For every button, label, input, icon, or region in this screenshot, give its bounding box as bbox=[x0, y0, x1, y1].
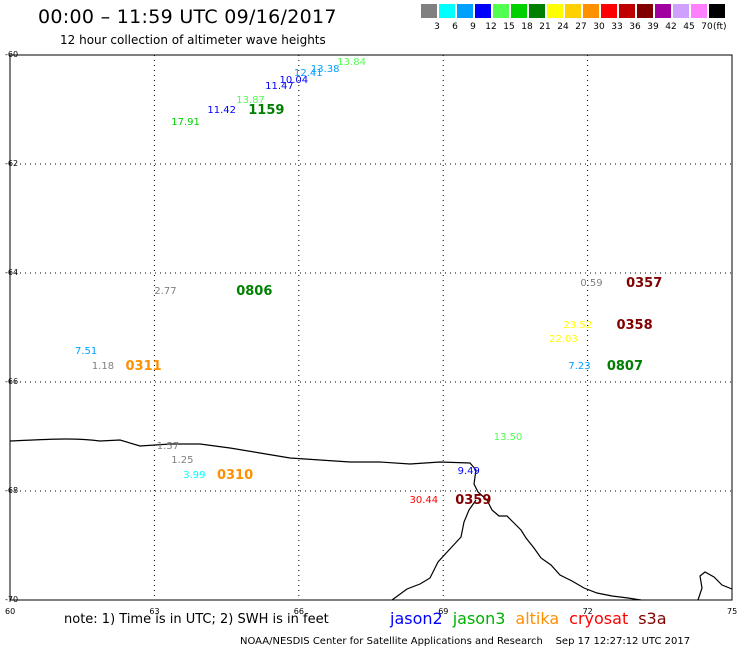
scale-swatch bbox=[601, 4, 617, 18]
pass-time-label: 0359 bbox=[455, 492, 492, 508]
lon-label: 69 bbox=[438, 607, 449, 616]
satellite-legend: jason2 jason3 altika cryosat s3a bbox=[390, 609, 677, 628]
scale-swatch bbox=[439, 4, 455, 18]
scale-unit: (ft) bbox=[713, 22, 727, 32]
wave-height-label: 11.42 bbox=[207, 105, 236, 117]
legend-cryosat: cryosat bbox=[569, 609, 629, 628]
scale-swatch bbox=[511, 4, 527, 18]
wave-height-label: 7.23 bbox=[568, 360, 591, 372]
scale-label: 45 bbox=[683, 22, 695, 32]
lon-label: 75 bbox=[727, 607, 738, 616]
note-text: note: 1) Time is in UTC; 2) SWH is in fe… bbox=[64, 612, 329, 627]
lon-label: 63 bbox=[149, 607, 160, 616]
wave-height-label: 7.51 bbox=[74, 346, 98, 358]
gridlines bbox=[10, 55, 732, 600]
scale-swatch bbox=[421, 4, 437, 18]
pass-time-label: 0357 bbox=[626, 275, 663, 291]
scale-swatch bbox=[565, 4, 581, 18]
pass-time-label: 0806 bbox=[236, 284, 273, 300]
scale-swatch bbox=[529, 4, 545, 18]
wave-height-label: 0.59 bbox=[580, 277, 603, 289]
chart-subtitle: 12 hour collection of altimeter wave hei… bbox=[60, 33, 326, 47]
map-frame bbox=[9, 54, 733, 601]
scale-swatch bbox=[457, 4, 473, 18]
wave-height-label: 3.99 bbox=[183, 469, 206, 481]
pass-time-label: 0807 bbox=[606, 358, 644, 374]
scale-label: 6 bbox=[452, 22, 458, 32]
wave-height-label: 13.38 bbox=[310, 63, 340, 75]
wave-height-label: 11.47 bbox=[265, 80, 294, 92]
lat-label: -70 bbox=[5, 595, 19, 604]
wave-height-label: 30.44 bbox=[409, 494, 439, 506]
footer-timestamp: Sep 17 12:27:12 UTC 2017 bbox=[555, 636, 691, 647]
lat-label: -64 bbox=[5, 268, 19, 277]
legend-altika: altika bbox=[515, 609, 560, 628]
wave-height-label: 1.57 bbox=[156, 441, 180, 453]
pass-time-label: 1159 bbox=[248, 103, 285, 119]
scale-label: 12 bbox=[485, 22, 497, 32]
lon-label: 66 bbox=[293, 607, 304, 616]
wave-height-label: 1.25 bbox=[171, 455, 194, 467]
scale-label: 27 bbox=[575, 22, 587, 32]
scale-swatch bbox=[691, 4, 707, 18]
wave-height-label: 12.41 bbox=[293, 68, 323, 80]
scale-swatch bbox=[655, 4, 671, 18]
wave-height-label: 13.84 bbox=[337, 57, 366, 69]
scale-swatch bbox=[619, 4, 635, 18]
scale-label: 33 bbox=[611, 22, 623, 32]
scale-label: 9 bbox=[470, 22, 476, 32]
wave-height-label: 2.77 bbox=[154, 286, 177, 298]
chart-title: 00:00 – 11:59 UTC 09/16/2017 bbox=[38, 6, 337, 28]
footer: NOAA/NESDIS Center for Satellite Applica… bbox=[240, 636, 690, 647]
peninsula-coast bbox=[697, 571, 733, 601]
scale-label: 39 bbox=[647, 22, 659, 32]
wave-height-label: 10.04 bbox=[279, 75, 309, 87]
scale-label: 15 bbox=[503, 22, 515, 32]
footer-credit: NOAA/NESDIS Center for Satellite Applica… bbox=[240, 636, 543, 647]
scale-swatch bbox=[493, 4, 509, 18]
wave-height-label: 13.87 bbox=[236, 95, 265, 107]
scale-label: 3 bbox=[434, 22, 440, 32]
scale-label: 70 bbox=[701, 22, 713, 32]
wave-height-label: 23.52 bbox=[563, 319, 593, 331]
scale-swatch bbox=[547, 4, 563, 18]
inlet-coast bbox=[391, 499, 477, 601]
pass-time-label: 0311 bbox=[125, 358, 162, 374]
lat-label: -68 bbox=[5, 486, 19, 495]
scale-swatch bbox=[709, 4, 725, 18]
wave-height-label: 13.50 bbox=[493, 432, 523, 444]
lat-label: -62 bbox=[5, 159, 19, 168]
scale-swatch bbox=[475, 4, 491, 18]
scale-swatch bbox=[583, 4, 599, 18]
wave-height-label: 9.49 bbox=[457, 465, 480, 477]
scale-swatch bbox=[673, 4, 689, 18]
pass-time-label: 0358 bbox=[616, 317, 653, 333]
lat-label: -66 bbox=[5, 377, 19, 386]
wave-height-label: 22.03 bbox=[549, 334, 578, 346]
legend-s3a: s3a bbox=[638, 609, 667, 628]
scale-label: 18 bbox=[521, 22, 533, 32]
scale-label: 42 bbox=[665, 22, 677, 32]
scale-label: 36 bbox=[629, 22, 641, 32]
wave-height-label: 17.91 bbox=[171, 117, 200, 129]
coastline bbox=[9, 438, 642, 601]
lon-label: 60 bbox=[5, 607, 16, 616]
scale-label: 21 bbox=[539, 22, 551, 32]
legend-jason2: jason2 bbox=[390, 609, 443, 628]
scale-label: 24 bbox=[557, 22, 569, 32]
lon-label: 72 bbox=[582, 607, 593, 616]
scale-swatch bbox=[637, 4, 653, 18]
scale-label: 30 bbox=[593, 22, 605, 32]
pass-time-label: 0310 bbox=[216, 467, 254, 483]
lat-label: -60 bbox=[5, 50, 19, 59]
legend-jason3: jason3 bbox=[452, 609, 506, 628]
wave-height-label: 1.18 bbox=[91, 360, 115, 372]
